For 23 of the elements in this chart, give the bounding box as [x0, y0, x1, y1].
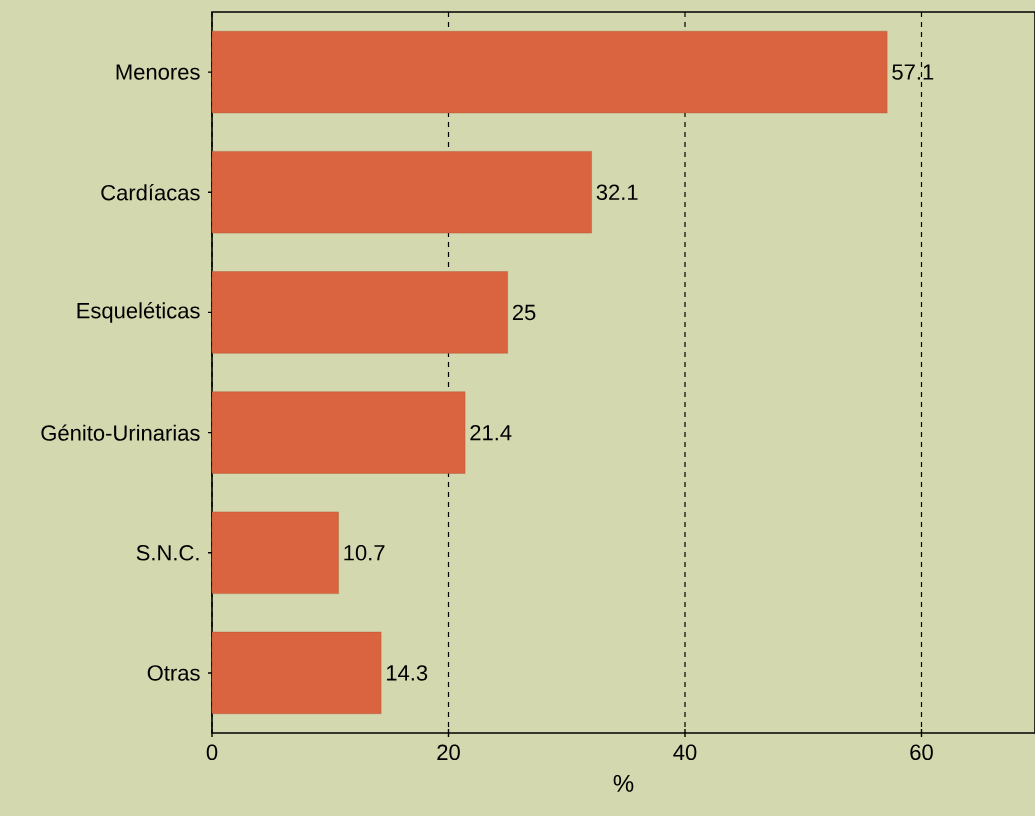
y-tick-label: Menores	[116, 64, 200, 80]
data-label: 25	[512, 304, 536, 321]
y-tick-label: Cardíacas	[101, 184, 200, 201]
x-axis-title: %	[613, 774, 634, 792]
data-label: 57.1	[892, 64, 934, 80]
bar	[212, 271, 508, 354]
bar	[212, 631, 382, 714]
x-tick-label: 40	[673, 744, 697, 761]
bar	[212, 151, 592, 234]
data-label: 32.1	[596, 184, 638, 201]
x-tick-label: 60	[910, 744, 933, 761]
y-tick-label: Génito-Urinarias	[41, 424, 200, 441]
data-label: 21.4	[470, 424, 512, 441]
x-tick-label: 20	[437, 744, 460, 761]
y-tick-label: Otras	[147, 665, 200, 681]
bar	[212, 391, 466, 474]
data-label: 14.3	[386, 665, 428, 681]
data-label: 10.7	[344, 544, 385, 561]
y-tick-label: Esqueléticas	[77, 302, 200, 323]
bar	[212, 31, 888, 114]
y-tick-label: S.N.C.	[136, 544, 199, 561]
bar	[212, 511, 339, 594]
x-tick-label: 0	[206, 744, 218, 761]
